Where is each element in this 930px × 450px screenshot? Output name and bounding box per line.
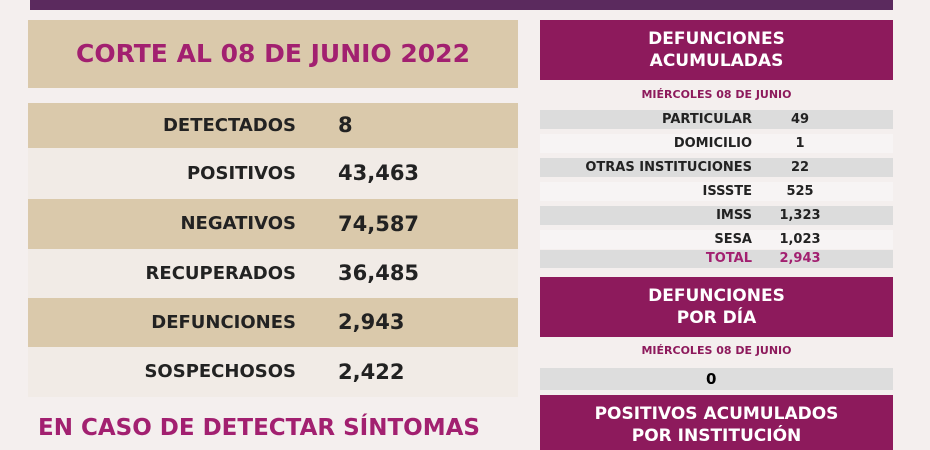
row-label: DETECTADOS xyxy=(162,115,296,136)
death-row: IMSS 1,323 xyxy=(540,206,893,225)
row-label: IMSS xyxy=(716,208,752,223)
row-label: DOMICILIO xyxy=(673,136,752,151)
header-line: DEFUNCIONES xyxy=(648,29,785,49)
row-value: 2,943 xyxy=(338,310,405,334)
title-box: CORTE AL 08 DE JUNIO 2022 xyxy=(28,20,518,88)
summary-row: DEFUNCIONES 2,943 xyxy=(28,298,518,347)
header-line: POR DÍA xyxy=(676,308,757,328)
daily-value: 0 xyxy=(706,370,717,388)
header-line: ACUMULADAS xyxy=(649,51,784,71)
row-label: SESA xyxy=(714,232,752,247)
row-label: SOSPECHOSOS xyxy=(144,361,296,382)
row-label: DEFUNCIONES xyxy=(151,312,296,333)
row-value: 43,463 xyxy=(338,161,420,185)
section-header: DEFUNCIONES ACUMULADAS xyxy=(540,20,893,80)
row-label: ISSSTE xyxy=(702,184,752,199)
summary-row: NEGATIVOS 74,587 xyxy=(28,199,518,249)
header-line: POR INSTITUCIÓN xyxy=(631,426,802,446)
row-label: OTRAS INSTITUCIONES xyxy=(585,160,752,175)
daily-row: 0 xyxy=(540,368,893,390)
footer-text: EN CASO DE DETECTAR SÍNTOMAS xyxy=(38,415,480,441)
row-value: 36,485 xyxy=(338,261,420,285)
death-row: OTRAS INSTITUCIONES 22 xyxy=(540,158,893,177)
summary-row: POSITIVOS 43,463 xyxy=(28,148,518,199)
death-row: DOMICILIO 1 xyxy=(540,134,893,153)
date: MIÉRCOLES 08 DE JUNIO xyxy=(641,88,792,101)
section-header: POSITIVOS ACUMULADOS POR INSTITUCIÓN xyxy=(540,395,893,450)
total-row: TOTAL 2,943 xyxy=(540,250,893,268)
death-row: ISSSTE 525 xyxy=(540,182,893,201)
row-value: 8 xyxy=(338,113,353,137)
row-label: PARTICULAR xyxy=(662,112,752,127)
death-row: SESA 1,023 xyxy=(540,230,893,249)
row-label: RECUPERADOS xyxy=(145,263,296,284)
header-line: DEFUNCIONES xyxy=(648,286,785,306)
section-header: DEFUNCIONES POR DÍA xyxy=(540,277,893,337)
summary-row: DETECTADOS 8 xyxy=(28,103,518,148)
summary-row: SOSPECHOSOS 2,422 xyxy=(28,347,518,397)
row-value: 74,587 xyxy=(338,212,420,236)
death-row: PARTICULAR 49 xyxy=(540,110,893,129)
summary-row: RECUPERADOS 36,485 xyxy=(28,249,518,298)
date: MIÉRCOLES 08 DE JUNIO xyxy=(641,344,792,357)
row-label: NEGATIVOS xyxy=(180,213,296,234)
row-label: POSITIVOS xyxy=(186,163,296,184)
total-label: TOTAL xyxy=(705,251,752,266)
row-value: 2,422 xyxy=(338,360,405,384)
title: CORTE AL 08 DE JUNIO 2022 xyxy=(76,39,470,68)
top-bar xyxy=(30,0,893,10)
header-line: POSITIVOS ACUMULADOS xyxy=(594,404,839,424)
